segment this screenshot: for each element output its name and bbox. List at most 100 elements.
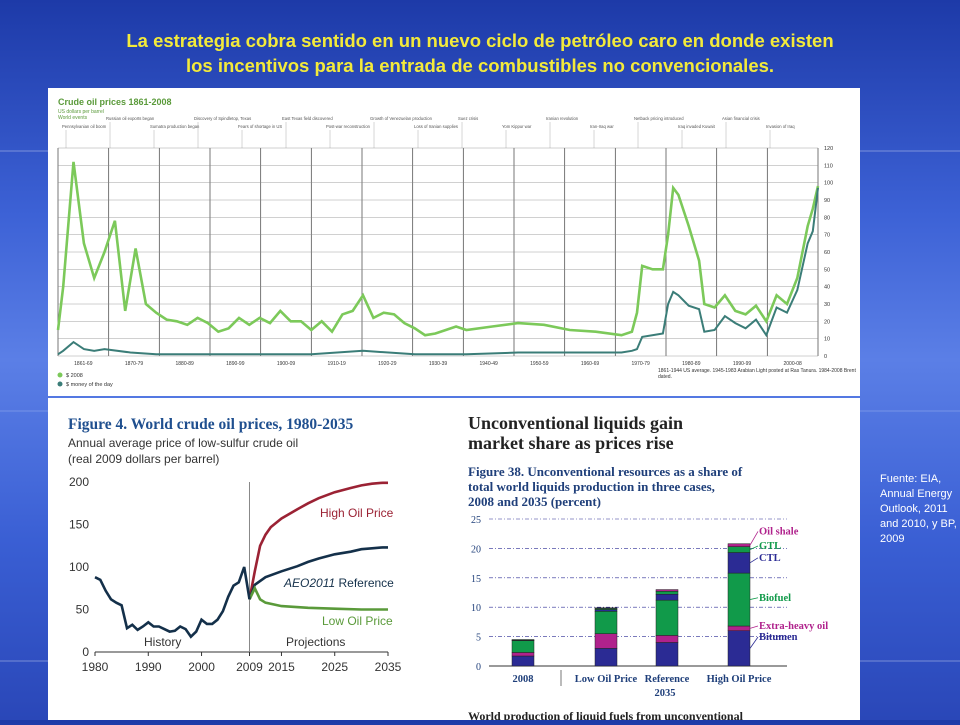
figure-38-bar-segment	[511, 652, 535, 657]
figure-4-series-line	[248, 546, 388, 600]
top-xtick-label: 1890-99	[226, 361, 245, 367]
legend-money-marker	[57, 381, 63, 387]
top-event-label: Fears of shortage in US	[238, 124, 282, 129]
figure-38-bar-segment	[511, 655, 535, 667]
top-event-label: Russian oil exports began	[106, 116, 155, 121]
top-xtick-label: 1950-59	[530, 361, 549, 367]
top-chart-title: Crude oil prices 1861-2008	[58, 97, 172, 107]
figure-4-title: Figure 4. World crude oil prices, 1980-2…	[68, 416, 354, 433]
slide-title: La estrategia cobra sentido en un nuevo …	[40, 28, 920, 78]
crude-oil-prices-chart: Crude oil prices 1861-2008 US dollars pe…	[56, 97, 856, 388]
top-event-label: Discovery of Spindletop, Texas	[194, 116, 251, 121]
figure-38-bar-segment	[655, 635, 679, 643]
top-event-label: Iranian revolution	[546, 116, 579, 121]
top-ytick-label: 70	[824, 233, 830, 239]
top-series-line	[56, 161, 820, 337]
figure-38-bar-segment	[655, 589, 679, 592]
figure-4-subtitle-2: (real 2009 dollars per barrel)	[68, 452, 219, 466]
low-oil-price-label: Low Oil Price	[322, 614, 393, 628]
figure-4-xtick-label: 2009	[236, 660, 263, 674]
top-chart-notes: 1861-1944 US average. 1945-1983 Arabian …	[658, 368, 856, 380]
top-event-label: Invasion of Iraq	[766, 124, 795, 129]
figure-38-bar-segment	[727, 543, 751, 547]
figure-38-title-2: total world liquids production in three …	[468, 479, 715, 494]
figure-38-category-label: 2008	[513, 674, 534, 685]
figure-38-series-label: CTL	[759, 553, 781, 564]
slide-title-line-1: La estrategia cobra sentido en un nuevo …	[126, 30, 834, 51]
figure-38-bar-segment	[727, 625, 751, 631]
figure-38-headline-1: Unconventional liquids gain	[468, 413, 683, 433]
figure-38-bar-segment	[727, 552, 751, 574]
top-ytick-label: 90	[824, 198, 830, 204]
top-ytick-label: 10	[824, 337, 830, 343]
top-xtick-label: 1990-99	[733, 361, 752, 367]
top-xtick-label: 1870-79	[125, 361, 144, 367]
figure-38-bar-segment	[727, 546, 751, 553]
figure-38-label-leader	[749, 597, 759, 600]
figure-38-series-label: Biofuel	[759, 593, 791, 604]
top-xtick-label: 1970-79	[631, 361, 650, 367]
figure-38-category-label: Reference	[645, 674, 690, 685]
top-ytick-label: 100	[824, 181, 833, 187]
legend-money-label: $ money of the day	[66, 382, 113, 388]
figure-38-bar-segment	[594, 609, 618, 612]
figure-38-bar-segment	[511, 639, 535, 641]
figure-38-series-label: Bitumen	[759, 632, 798, 643]
figure-38-bar-segment	[594, 633, 618, 649]
top-xtick-label: 1900-09	[277, 361, 296, 367]
top-xtick-label: 1880-89	[175, 361, 194, 367]
top-xtick-label: 1910-19	[327, 361, 346, 367]
top-ytick-label: 0	[824, 354, 827, 360]
figure-38-label-leader	[749, 625, 759, 629]
figure-38-bar-segment	[594, 611, 618, 634]
slide-title-line-2: los incentivos para la entrada de combus…	[185, 55, 775, 76]
top-ytick-label: 110	[824, 163, 833, 169]
top-ytick-label: 80	[824, 215, 830, 221]
figure-38-label-leader	[749, 545, 759, 550]
figure-4-ytick-label: 50	[76, 603, 90, 617]
figure-4-history-line	[94, 566, 251, 639]
reference-label: AEO2011 Reference	[283, 576, 394, 590]
top-ytick-label: 20	[824, 319, 830, 325]
top-event-label: Post-war reconstruction	[326, 124, 371, 129]
source-note: Fuente: EIA, Annual Energy Outlook, 2011…	[880, 473, 957, 545]
figure-4-chart: Figure 4. World crude oil prices, 1980-2…	[68, 416, 402, 674]
figure-4-xtick-label: 2000	[188, 660, 215, 674]
figure-4-ytick-label: 0	[82, 645, 89, 659]
top-event-label: Iran-Iraq war	[590, 124, 614, 129]
figure-38-series-label: Oil shale	[759, 526, 799, 537]
high-oil-price-label: High Oil Price	[320, 506, 394, 520]
figure-4-xtick-label: 2025	[321, 660, 348, 674]
top-ytick-label: 50	[824, 267, 830, 273]
figure-38-ytick-label: 0	[476, 662, 481, 673]
top-event-label: Netback pricing introduced	[634, 116, 684, 121]
top-event-label: Pennsylvanian oil boom	[62, 124, 107, 129]
figure-38-ytick-label: 25	[471, 515, 481, 526]
figure-38-series-label: Extra-heavy oil	[759, 621, 828, 632]
group-2035-label: 2035	[655, 688, 676, 699]
top-xtick-label: 1920-29	[378, 361, 397, 367]
top-event-label: Suez crisis	[458, 116, 478, 121]
top-series-line	[57, 187, 819, 356]
figure-38-panel: Unconventional liquids gain market share…	[453, 398, 860, 723]
top-event-label: Growth of Venezuelan production	[370, 116, 433, 121]
figure-38-category-label: High Oil Price	[707, 674, 772, 685]
figure-38-series-label: GTL	[759, 541, 781, 552]
figure-38-bar-segment	[655, 642, 679, 667]
figure-4-series-line	[248, 481, 388, 600]
top-event-label: East Texas field discovered	[282, 116, 333, 121]
figure-38-bar-segment	[655, 591, 679, 595]
history-label: History	[144, 635, 181, 649]
figure-38-bar-segment	[594, 607, 618, 609]
top-xtick-label: 2000-08	[783, 361, 802, 367]
top-event-label: Asian financial crisis	[722, 116, 760, 121]
top-event-label: Loss of Iranian supplies	[414, 124, 458, 129]
top-chart-events-label: World events	[58, 115, 88, 121]
figure-38-bar-segment	[655, 594, 679, 601]
figure-38-label-leader	[749, 531, 759, 546]
top-xtick-label: 1861-69	[74, 361, 93, 367]
top-ytick-label: 60	[824, 250, 830, 256]
figure-38-bar-segment	[511, 640, 535, 653]
figure-38-label-leader	[749, 557, 759, 564]
figure-38-title-3: 2008 and 2035 (percent)	[468, 494, 601, 509]
